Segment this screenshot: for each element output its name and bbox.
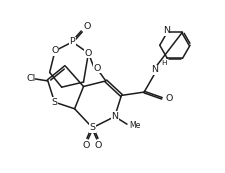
- Text: O: O: [51, 46, 59, 55]
- Text: Cl: Cl: [26, 74, 35, 83]
- Text: Me: Me: [129, 121, 140, 130]
- Text: P: P: [70, 37, 75, 46]
- Text: S: S: [90, 123, 95, 132]
- Text: O: O: [85, 49, 92, 58]
- Text: O: O: [166, 94, 173, 103]
- Text: S: S: [52, 98, 58, 107]
- Text: O: O: [83, 141, 90, 150]
- Text: N: N: [151, 65, 158, 74]
- Text: O: O: [83, 22, 90, 31]
- Text: N: N: [111, 112, 118, 121]
- Text: O: O: [93, 63, 101, 72]
- Text: O: O: [95, 141, 102, 150]
- Text: H: H: [161, 60, 166, 66]
- Text: N: N: [163, 26, 170, 35]
